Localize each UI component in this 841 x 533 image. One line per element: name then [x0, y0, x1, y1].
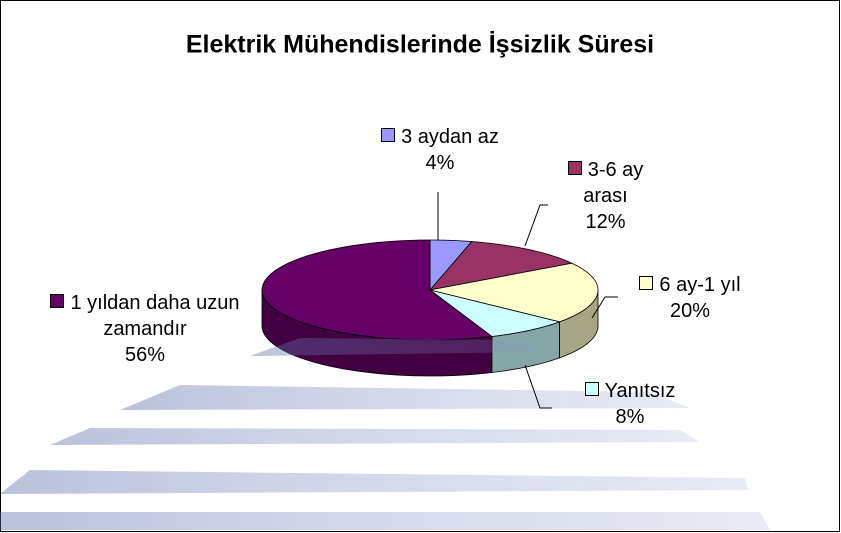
value-label: 20% — [670, 300, 710, 322]
data-label: 6 ay-1 yıl 20% — [610, 272, 770, 324]
data-label: 3-6 ay arası 12% — [548, 157, 663, 235]
legend-marker — [585, 382, 599, 396]
legend-marker — [568, 161, 582, 175]
chart-canvas: Elektrik Mühendislerinde İşsizlik Süresi — [0, 0, 841, 533]
category-label: Yanıtsız — [605, 380, 676, 402]
data-label: Yanıtsız 8% — [555, 378, 705, 430]
category-label: 3 aydan az — [401, 126, 499, 148]
stripe — [0, 512, 770, 530]
data-label: 1 yıldan daha uzun zamandır 56% — [50, 290, 240, 368]
category-label: 1 yıldan daha uzun zamandır — [70, 292, 239, 340]
legend-marker — [639, 276, 653, 290]
legend-marker — [381, 128, 395, 142]
data-label: 3 aydan az 4% — [340, 124, 540, 176]
category-label: 3-6 ay arası — [583, 159, 643, 207]
pie — [262, 240, 598, 376]
value-label: 12% — [585, 211, 625, 233]
value-label: 8% — [616, 406, 645, 428]
chart: Elektrik Mühendislerinde İşsizlik Süresi… — [0, 0, 841, 533]
value-label: 56% — [125, 344, 165, 366]
value-label: 4% — [426, 152, 455, 174]
legend-marker — [50, 294, 64, 308]
category-label: 6 ay-1 yıl — [659, 274, 740, 296]
chart-title: Elektrik Mühendislerinde İşsizlik Süresi — [186, 31, 654, 59]
